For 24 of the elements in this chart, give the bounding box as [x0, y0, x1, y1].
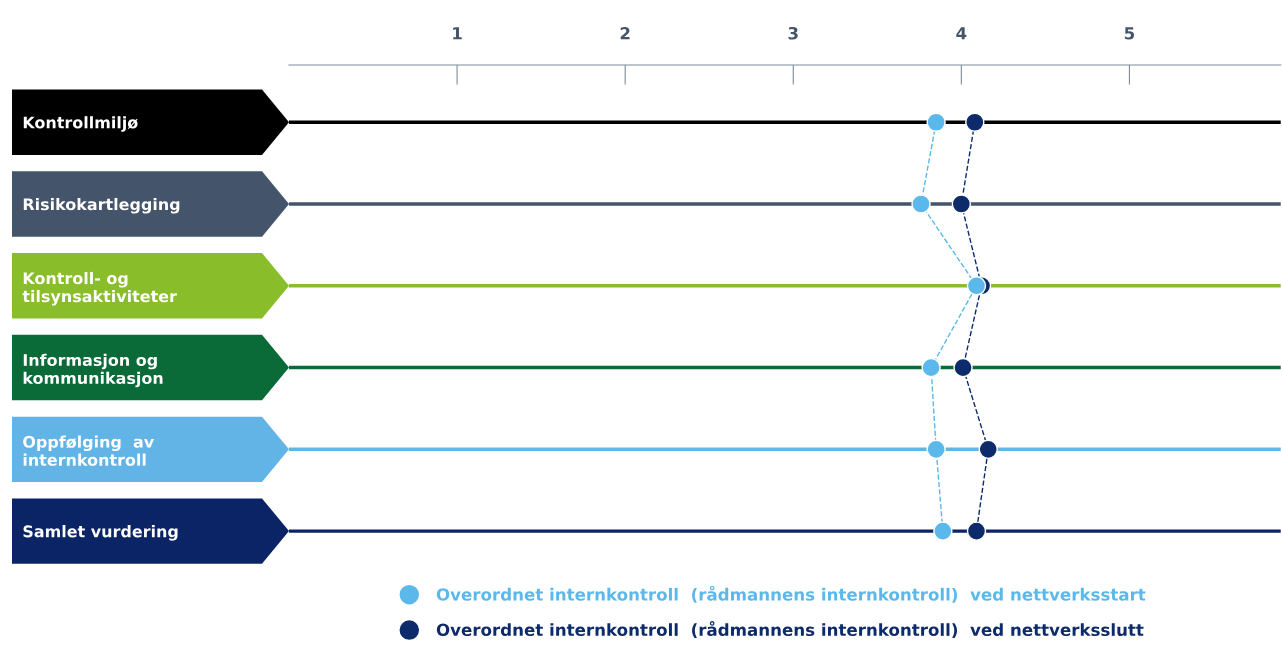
y-tick-label: Kontrollmiljø — [23, 116, 138, 132]
point — [978, 439, 998, 460]
point — [965, 112, 985, 132]
y-tick-label: Informasjon og kommunikasjon — [23, 353, 163, 388]
point — [966, 521, 987, 541]
y-tick-label: Oppfølging av internkontroll — [23, 435, 154, 466]
point — [951, 194, 972, 214]
point — [926, 112, 946, 132]
legend-label: Overordnet internkontroll (rådmannens internkontroll) ved nettverksslutt — [436, 621, 1144, 639]
point — [966, 276, 987, 296]
x-tick-label: 3 — [788, 26, 798, 40]
point — [926, 439, 946, 460]
point — [953, 357, 973, 378]
x-tick-label: 2 — [620, 26, 630, 40]
y-tick-label: Samlet vurdering — [23, 525, 178, 541]
x-tick-label: 4 — [956, 27, 967, 40]
y-tick-label: Risikokartlegging — [23, 197, 180, 214]
x-tick-label: 5 — [1124, 27, 1135, 40]
point — [933, 521, 953, 541]
point — [921, 357, 941, 378]
legend-label: Overordnet internkontroll (rådmannens internkontroll) ved nettverksstart — [436, 585, 1146, 603]
y-tick-label: Kontroll- og tilsynsaktiviteter — [22, 271, 177, 306]
x-tick-label: 1 — [453, 27, 462, 40]
point — [911, 194, 931, 214]
